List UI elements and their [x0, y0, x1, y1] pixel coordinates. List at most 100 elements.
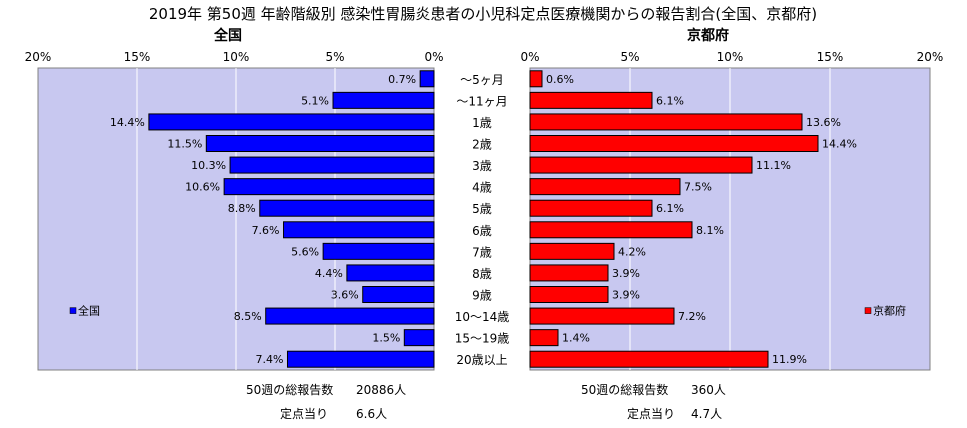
bar	[148, 113, 435, 131]
data-label: 1.5%	[372, 332, 400, 345]
category-label: 6歳	[472, 224, 492, 238]
data-label: 11.9%	[772, 353, 807, 366]
data-label: 0.6%	[546, 73, 574, 86]
bar	[283, 221, 435, 239]
legend-label: 京都府	[873, 304, 906, 318]
category-labels: ～5ヶ月 ～11ヶ月 1歳 2歳 3歳 4歳 5歳 6歳 7歳 8歳 9歳 10～14歳 15～19歳 2…	[455, 73, 510, 367]
bar	[529, 264, 609, 282]
bar	[322, 242, 435, 260]
x-tick-label: 15%	[817, 50, 844, 64]
bar	[362, 286, 435, 303]
bar	[419, 70, 435, 88]
data-label: 14.4%	[110, 116, 145, 129]
data-label: 14.4%	[822, 138, 857, 151]
bar	[529, 199, 653, 217]
data-label: 5.6%	[291, 245, 319, 258]
bar	[346, 264, 435, 282]
data-label: 4.2%	[618, 245, 646, 258]
data-label: 11.1%	[756, 159, 791, 172]
x-tick-label: 0%	[424, 50, 443, 64]
data-label: 4.4%	[315, 267, 343, 280]
kyoto-per-site-value: 4.7人	[691, 407, 723, 421]
x-tick-label: 5%	[325, 50, 344, 64]
panel-1: 0% 5% 10% 15% 20% 京都府 0.6% 6.1% 13.6% 14.4% 11.1% 7…	[520, 27, 944, 371]
data-label: 7.6%	[252, 224, 280, 237]
national-total-label: 50週の総報告数	[246, 383, 334, 397]
data-label: 0.7%	[388, 73, 416, 86]
kyoto-total-label: 50週の総報告数	[581, 383, 669, 397]
bar	[205, 135, 435, 152]
bar	[259, 199, 435, 217]
bar	[229, 156, 435, 174]
bar	[529, 350, 769, 368]
bar	[403, 329, 435, 347]
bar	[529, 178, 681, 196]
national-per-site-value: 6.6人	[356, 407, 388, 421]
chart-panels: 0% 5% 10% 15% 20% 全国 0.7% 5.1% 14.4% 11.5% 10.3% 10…	[25, 27, 944, 371]
data-label: 1.4%	[562, 332, 590, 345]
bar	[529, 70, 543, 88]
bar	[529, 307, 675, 325]
data-label: 8.5%	[234, 310, 262, 323]
category-label: 2歳	[472, 138, 492, 152]
bar	[332, 91, 435, 109]
data-label: 7.5%	[684, 181, 712, 194]
legend-label: 全国	[78, 304, 100, 318]
chart-title: 2019年 第50週 年齢階級別 感染性胃腸炎患者の小児科定点医療機関からの報告…	[149, 5, 817, 23]
legend-marker	[864, 307, 872, 314]
data-label: 8.1%	[696, 224, 724, 237]
kyoto-total-value: 360人	[691, 383, 726, 397]
category-label: 1歳	[472, 116, 492, 130]
national-total-value: 20886人	[356, 383, 407, 397]
category-label: 10～14歳	[455, 310, 510, 324]
data-label: 3.9%	[612, 289, 640, 302]
x-tick-label: 0%	[520, 50, 539, 64]
data-label: 6.1%	[656, 202, 684, 215]
bar	[223, 178, 435, 196]
data-label: 10.6%	[185, 181, 220, 194]
data-label: 7.2%	[678, 310, 706, 323]
x-tick-label: 20%	[917, 50, 944, 64]
category-label: 8歳	[472, 267, 492, 281]
data-label: 13.6%	[806, 116, 841, 129]
data-label: 3.6%	[331, 289, 359, 302]
bar	[529, 91, 653, 109]
category-label: 4歳	[472, 181, 492, 195]
kyoto-per-site-label: 定点当り	[627, 407, 676, 421]
x-tick-label: 20%	[25, 50, 52, 64]
legend-marker	[69, 307, 77, 314]
bar	[529, 221, 693, 239]
bar	[286, 350, 435, 368]
category-label: 7歳	[472, 245, 492, 259]
data-label: 11.5%	[167, 138, 202, 151]
data-label: 8.8%	[228, 202, 256, 215]
category-label: 5歳	[472, 202, 492, 216]
x-tick-label: 5%	[620, 50, 639, 64]
data-label: 10.3%	[191, 159, 226, 172]
category-label: 15～19歳	[455, 332, 510, 346]
category-label: 20歳以上	[456, 353, 507, 367]
bar	[529, 135, 819, 152]
bar	[529, 329, 559, 347]
bar	[529, 113, 803, 131]
bar	[265, 307, 435, 325]
panel-title: 全国	[213, 27, 242, 44]
category-label: ～11ヶ月	[456, 94, 507, 108]
bar	[529, 242, 615, 260]
bar	[529, 156, 753, 174]
data-label: 5.1%	[301, 94, 329, 107]
data-label: 3.9%	[612, 267, 640, 280]
category-label: ～5ヶ月	[460, 73, 504, 87]
panel-0: 0% 5% 10% 15% 20% 全国 0.7% 5.1% 14.4% 11.5% 10.3% 10…	[25, 27, 444, 371]
national-per-site-label: 定点当り	[280, 407, 329, 421]
category-label: 9歳	[472, 289, 492, 303]
x-tick-label: 10%	[717, 50, 744, 64]
x-tick-label: 10%	[223, 50, 250, 64]
category-label: 3歳	[472, 159, 492, 173]
x-tick-label: 15%	[124, 50, 151, 64]
data-label: 6.1%	[656, 94, 684, 107]
panel-title: 京都府	[687, 27, 729, 44]
bar	[529, 286, 609, 303]
data-label: 7.4%	[256, 353, 284, 366]
